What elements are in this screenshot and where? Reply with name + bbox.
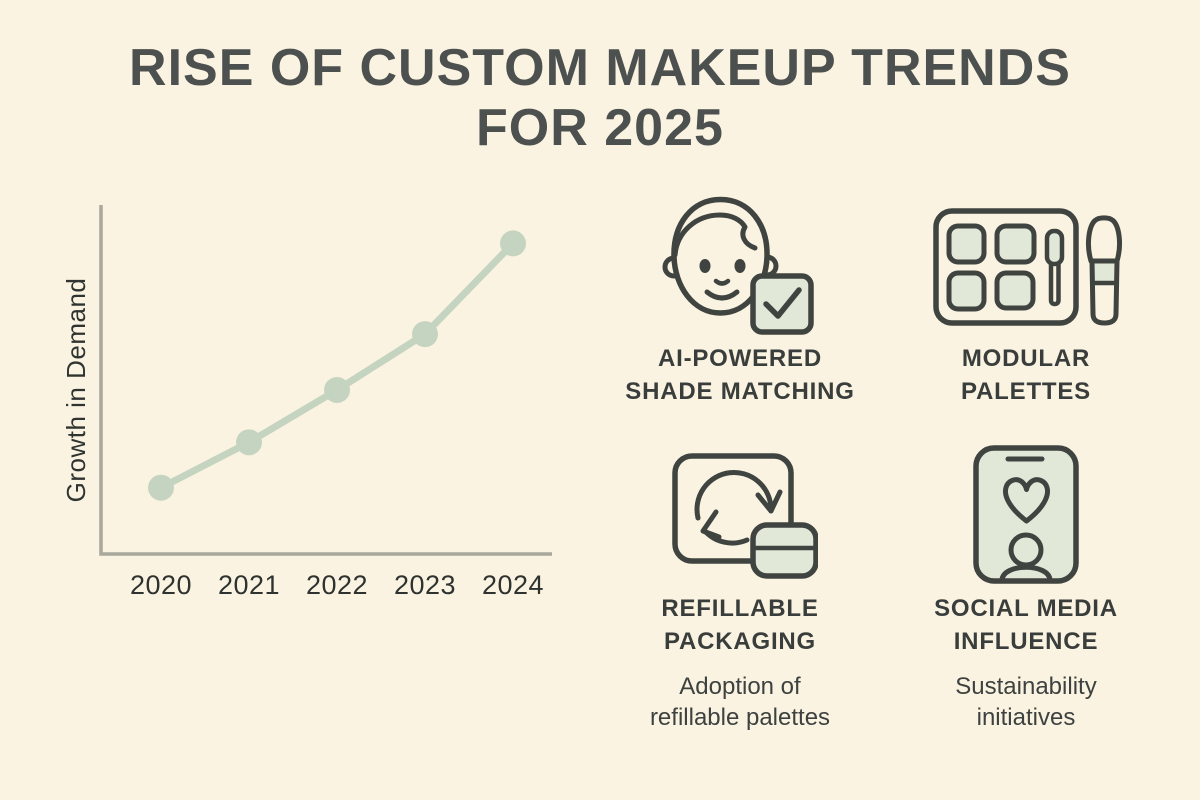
trend-subtitle: Adoption of refillable palettes <box>649 673 831 731</box>
x-tick-labels: 2020 2021 2022 2023 2024 <box>130 570 544 600</box>
phone-heart-icon <box>973 445 1079 584</box>
data-point-dot <box>500 230 526 257</box>
trend-card-social-media-influence: SOCIAL MEDIA INFLUENCE Sustainability in… <box>886 440 1166 733</box>
x-tick-label: 2024 <box>482 570 544 600</box>
data-point-dot <box>148 474 174 501</box>
trend-subtitle: Sustainability initiatives <box>955 673 1097 731</box>
x-tick-label: 2023 <box>394 570 456 600</box>
data-point-dot <box>236 429 262 456</box>
trend-card-ai-shade-matching: AI-POWERED SHADE MATCHING <box>600 192 880 408</box>
y-axis-label: Growth in Demand <box>61 278 91 503</box>
page-title-line1: RISE OF CUSTOM MAKEUP TRENDS <box>129 39 1071 97</box>
data-points <box>148 230 526 501</box>
page-title: RISE OF CUSTOM MAKEUP TRENDS FOR 2025 <box>0 38 1200 158</box>
modular-palette-icon <box>932 208 1122 326</box>
trend-title: MODULAR PALETTES <box>961 345 1091 405</box>
trend-title: SOCIAL MEDIA INFLUENCE <box>934 595 1118 655</box>
page-title-line2: FOR 2025 <box>476 99 724 157</box>
x-tick-label: 2020 <box>130 570 192 600</box>
x-tick-label: 2021 <box>218 570 280 600</box>
trend-line-chart: Growth in Demand 2020 2021 2022 2023 2024 <box>61 205 552 600</box>
trend-card-refillable-packaging: REFILLABLE PACKAGING Adoption of refilla… <box>600 440 880 733</box>
data-point-dot <box>412 321 438 348</box>
trend-title: AI-POWERED SHADE MATCHING <box>625 345 855 405</box>
x-tick-label: 2022 <box>306 570 368 600</box>
refill-cycle-icon <box>671 452 818 579</box>
trend-line <box>157 239 517 492</box>
trend-title: REFILLABLE PACKAGING <box>661 595 819 655</box>
data-point-dot <box>324 376 350 403</box>
face-shade-match-icon <box>662 196 814 335</box>
axis-lines <box>99 205 552 556</box>
trend-card-modular-palettes: MODULAR PALETTES <box>886 192 1166 408</box>
